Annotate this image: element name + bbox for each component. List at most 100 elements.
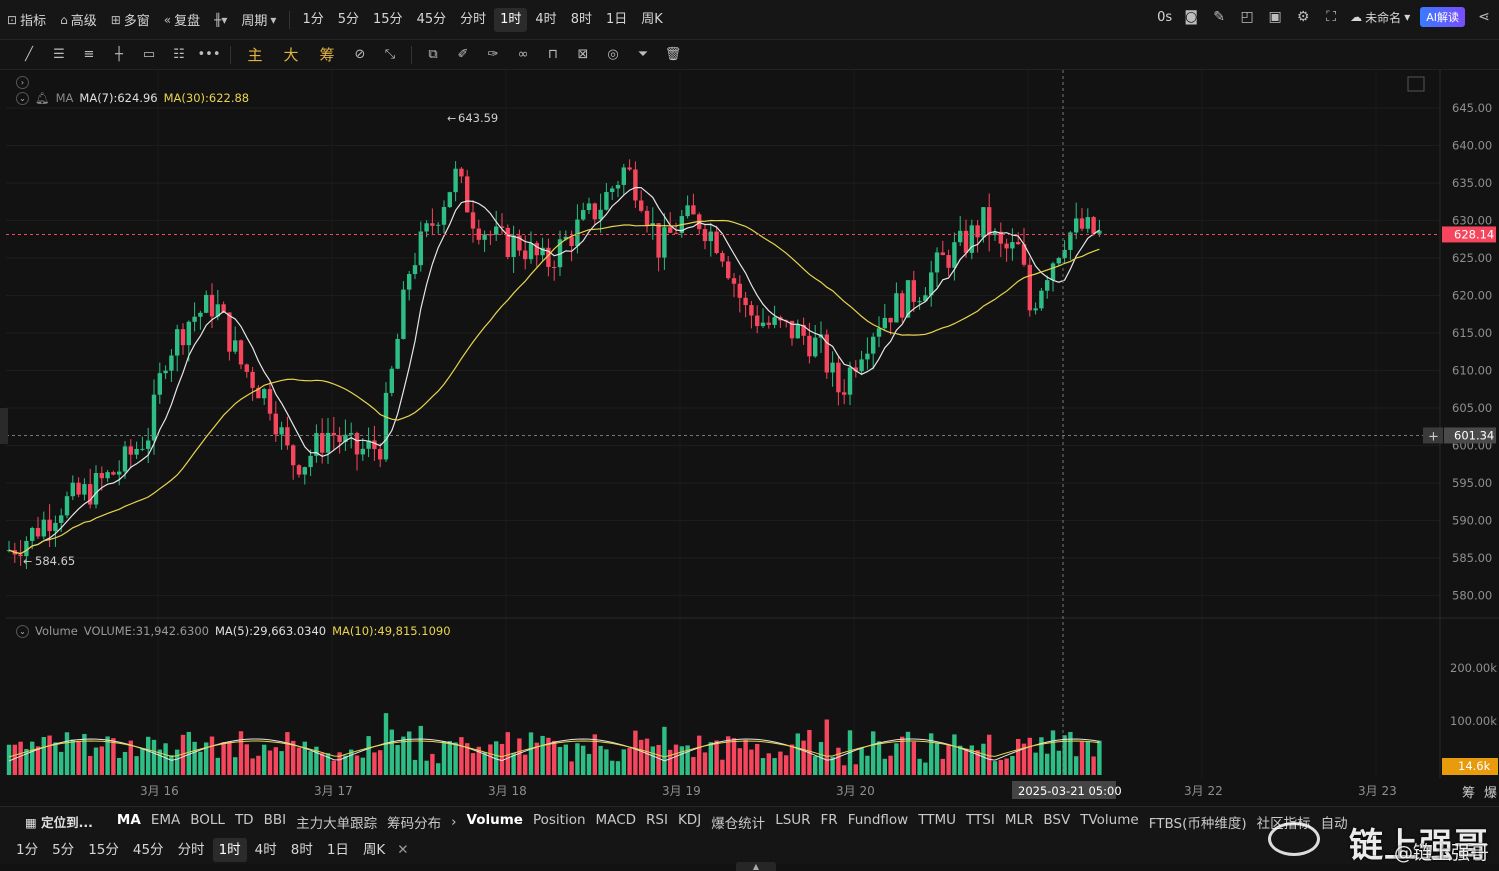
main-force-tool[interactable]: 主 [247, 46, 263, 64]
share-icon[interactable]: ⋖ [1478, 9, 1490, 25]
fib-tool-icon[interactable]: ☷ [173, 47, 185, 62]
sub-indicator-item[interactable]: TTMU [918, 811, 957, 828]
volume-bar [1027, 737, 1032, 775]
main-indicator-item[interactable]: BBI [263, 811, 287, 828]
sub-indicator-item[interactable]: BSV [1043, 811, 1071, 828]
price-axis-tick: 580.00 [1452, 589, 1492, 603]
candle-body [929, 272, 934, 296]
brush-icon[interactable]: ✐ [457, 47, 469, 62]
more-tools-icon[interactable]: ••• [197, 47, 221, 62]
filter-icon[interactable]: ⏷ [637, 47, 649, 62]
chips-tool[interactable]: 筹 [319, 46, 335, 64]
bottom-interval-tab[interactable]: 8时 [290, 842, 313, 858]
sub-indicator-item[interactable]: MLR [1004, 811, 1034, 828]
main-indicator-item[interactable]: BOLL [190, 811, 225, 828]
period-dropdown[interactable]: 周期 ▾ [241, 12, 277, 30]
bottom-interval-tab[interactable]: 1日 [326, 842, 349, 858]
resize-handle[interactable]: ▲ [736, 862, 776, 871]
pencil-icon[interactable]: ✎ [1213, 9, 1226, 25]
interval-tab[interactable]: 1时 [494, 7, 528, 32]
lock-icon[interactable]: ⊓ [547, 47, 559, 62]
main-indicator-item[interactable]: EMA [150, 811, 181, 828]
bottom-interval-tab[interactable]: 分时 [177, 842, 205, 858]
sub-indicator-item[interactable]: Position [532, 811, 586, 828]
interval-tab[interactable]: 45分 [416, 11, 447, 27]
interval-tab[interactable]: 5分 [337, 11, 360, 27]
bottom-interval-tab[interactable]: 45分 [132, 842, 164, 858]
sub-indicator-item[interactable]: Fundflow [847, 811, 909, 828]
bottom-interval-tab[interactable]: 1时 [212, 838, 247, 862]
horizontal-line-icon[interactable]: ┼ [115, 47, 123, 62]
chevron-right-icon[interactable]: › [451, 813, 457, 830]
measure-icon[interactable]: ⤡ [384, 47, 396, 62]
replay-button[interactable]: «复盘 [163, 12, 201, 30]
multi-window-button[interactable]: ⊞ 多窗 [110, 12, 150, 30]
trash-icon[interactable]: 🗑 [664, 47, 682, 62]
candle-body [969, 225, 974, 253]
bottom-interval-tab[interactable]: 周K [362, 842, 386, 858]
sub-indicator-item[interactable]: RSI [646, 811, 668, 828]
settings-icon[interactable]: ⚙ [1296, 9, 1310, 25]
candle-body [180, 329, 186, 346]
select-icon[interactable]: ◰ [1240, 9, 1254, 25]
bottom-interval-tab[interactable]: 4时 [254, 842, 277, 858]
interval-tab[interactable]: 1分 [302, 11, 324, 27]
sub-indicator-item[interactable]: LSUR [775, 811, 811, 828]
sub-indicator-item[interactable]: Volume [466, 811, 523, 828]
interval-tab[interactable]: 1日 [605, 11, 628, 27]
collapse-toggle[interactable]: › [16, 76, 29, 89]
sub-indicator-item[interactable]: 自动 [1320, 815, 1348, 832]
locate-button[interactable]: ▦ 定位到... [25, 815, 93, 830]
large-order-tool[interactable]: 大 [283, 46, 299, 64]
sub-indicator-item[interactable]: 爆仓统计 [711, 815, 766, 832]
sub-indicator-item[interactable]: FR [820, 811, 838, 828]
advanced-button[interactable]: ⌂ 高级 [60, 12, 97, 30]
price-chart[interactable]: 645.00 640.00 635.00 630.00 625.00 620.00 615.… [0, 70, 1499, 806]
interval-tab[interactable]: 15分 [373, 11, 403, 27]
rectangle-tool-icon[interactable]: ▭ [142, 47, 156, 62]
save-icon[interactable]: ▣ [1268, 9, 1282, 25]
volume-bar [412, 759, 418, 775]
line-tool-icon[interactable]: ╱ [25, 47, 33, 62]
advanced-icon: ⌂ [60, 12, 68, 27]
main-indicator-item[interactable]: 筹码分布 [387, 815, 442, 832]
chart-type-button[interactable]: ╫▾ [207, 7, 234, 33]
main-indicator-item[interactable]: 主力大单跟踪 [296, 815, 378, 832]
parallel-tool-icon[interactable]: ☰ [53, 47, 65, 62]
magnet-icon[interactable]: ⊘ [354, 47, 366, 62]
eye-icon[interactable]: ◎ [607, 47, 619, 62]
layout-name-dropdown[interactable]: ☁ 未命名 ▾ [1350, 10, 1411, 25]
main-indicator-item[interactable]: TD [234, 811, 254, 828]
indicator-button[interactable]: ⊡ 指标 [7, 12, 47, 30]
link-icon[interactable]: ∞ [517, 47, 529, 62]
bottom-interval-tab[interactable]: 15分 [88, 842, 119, 858]
bottom-interval-tab[interactable]: 1分 [16, 842, 39, 858]
close-icon[interactable]: ✕ [397, 842, 409, 858]
left-panel-handle[interactable] [0, 408, 8, 444]
interval-tab[interactable]: 分时 [460, 11, 487, 27]
sub-indicator-item[interactable]: KDJ [677, 811, 702, 828]
toolbar-right: 0s ◙ ✎ ◰ ▣ ⚙ ⛶ ☁ 未命名 ▾ AI解读 ⋖ [1157, 7, 1493, 27]
sub-indicator-item[interactable]: MACD [595, 811, 637, 828]
volume-bar [517, 738, 522, 775]
interval-tab[interactable]: 4时 [535, 11, 557, 27]
copy-icon[interactable]: ⧉ [428, 47, 438, 62]
sub-indicator-item[interactable]: FTBS(币种维度) [1148, 815, 1247, 832]
camera-icon[interactable]: ◙ [1184, 9, 1198, 25]
interval-tab[interactable]: 8时 [570, 11, 592, 27]
main-indicator-item[interactable]: MA [116, 811, 141, 828]
ai-interpret-button[interactable]: AI解读 [1420, 7, 1465, 27]
interval-tab[interactable]: 周K [641, 11, 663, 27]
chevron-down-icon[interactable]: ⌄ [16, 624, 29, 638]
bell-icon[interactable]: 🔔︎ [35, 91, 50, 105]
candle-body [998, 231, 1003, 244]
sub-indicator-item[interactable]: TTSI [966, 811, 995, 828]
fullscreen-icon[interactable]: ⛶ [1326, 9, 1337, 25]
sub-indicator-item[interactable]: TVolume [1080, 811, 1139, 828]
chevron-down-icon[interactable]: ⌄ [16, 91, 29, 105]
eraser-icon[interactable]: ✑ [487, 47, 499, 62]
bottom-interval-tab[interactable]: 5分 [52, 842, 75, 858]
channel-tool-icon[interactable]: ≡ [83, 47, 95, 62]
edit-icon[interactable]: ⊠ [577, 47, 589, 62]
candle-body [53, 522, 58, 532]
